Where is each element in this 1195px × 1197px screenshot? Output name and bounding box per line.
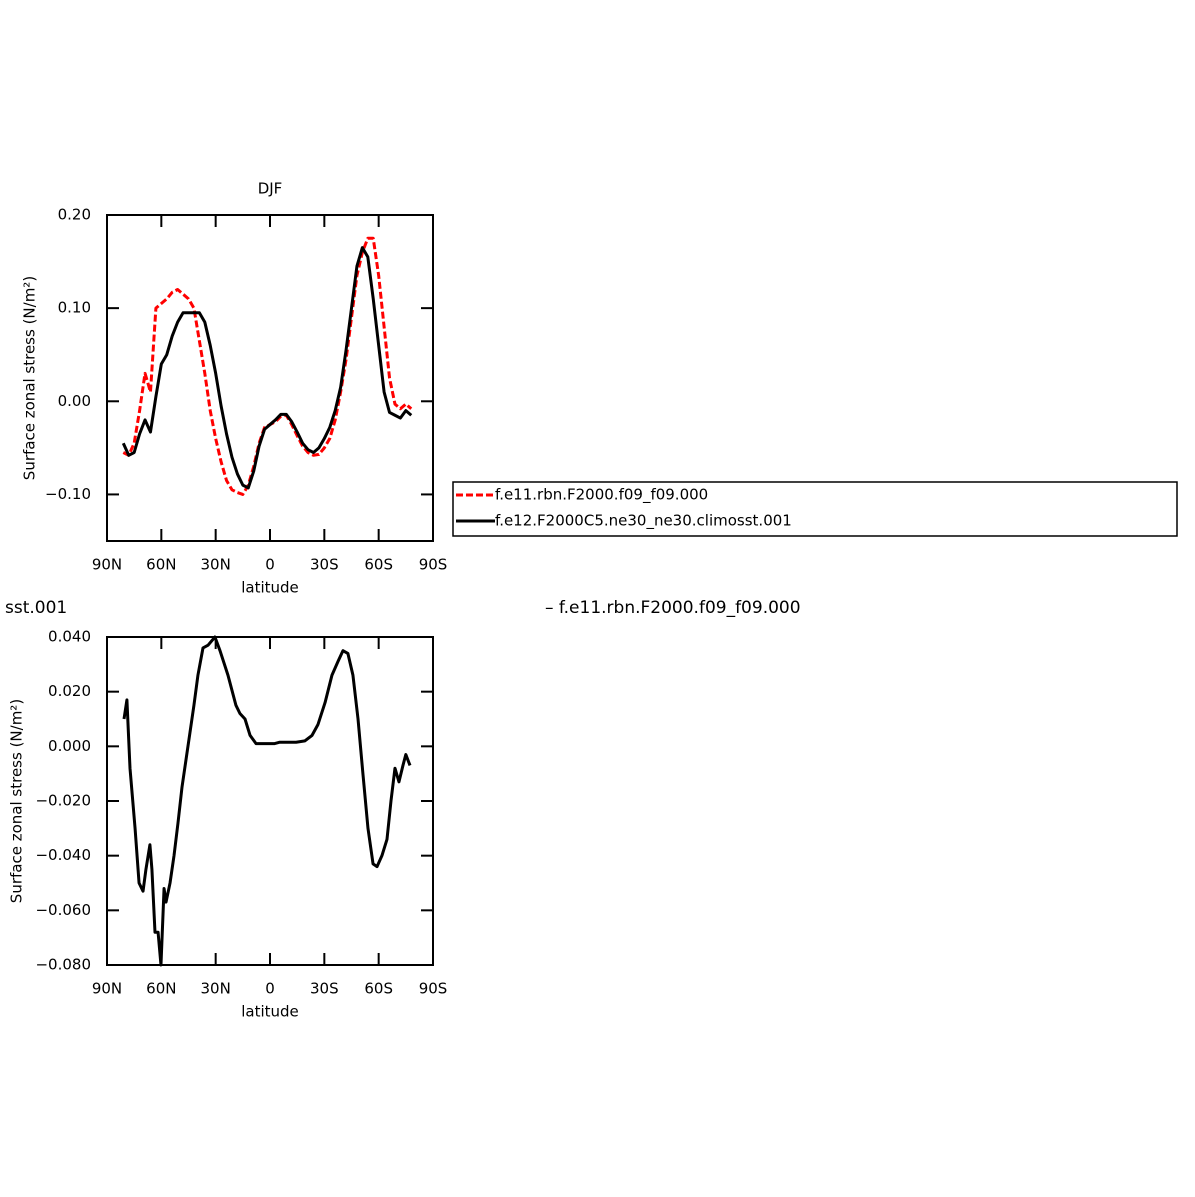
x-tick-label: 90S xyxy=(419,980,448,998)
y-tick-label: −0.10 xyxy=(45,485,91,503)
x-tick-label: 60N xyxy=(146,556,176,574)
x-axis-label: latitude xyxy=(241,579,299,597)
x-tick-label: 90N xyxy=(92,980,122,998)
data-line xyxy=(122,635,412,967)
y-tick-label: −0.040 xyxy=(35,846,91,864)
y-tick-label: −0.060 xyxy=(35,901,91,919)
x-tick-label: 60S xyxy=(364,980,393,998)
data-line xyxy=(121,246,413,490)
x-tick-label: 60S xyxy=(364,556,393,574)
chart-title: DJF xyxy=(258,180,283,198)
plot-frame xyxy=(106,636,434,966)
legend-box xyxy=(452,481,1178,537)
x-tick-label: 90S xyxy=(419,556,448,574)
y-axis-label: Surface zonal stress (N/m²) xyxy=(21,276,39,480)
x-tick-label: 60N xyxy=(146,980,176,998)
y-tick-label: 0.040 xyxy=(48,628,91,646)
x-axis-label: latitude xyxy=(241,1003,299,1021)
y-tick-label: −0.080 xyxy=(35,956,91,974)
x-tick-label: 0 xyxy=(265,556,275,574)
y-tick-label: 0.20 xyxy=(58,206,91,224)
chart-title: – f.e11.rbn.F2000.f09_f09.000 xyxy=(545,598,801,618)
x-tick-label: 30S xyxy=(310,556,339,574)
y-axis-label: Surface zonal stress (N/m²) xyxy=(8,699,26,903)
x-tick-label: 90N xyxy=(92,556,122,574)
y-tick-label: 0.000 xyxy=(48,737,91,755)
x-tick-label: 0 xyxy=(265,980,275,998)
plot-frame xyxy=(106,214,434,542)
x-tick-label: 30N xyxy=(201,556,231,574)
legend-label: f.e11.rbn.F2000.f09_f09.000 xyxy=(495,486,708,505)
y-tick-label: 0.10 xyxy=(58,299,91,317)
y-tick-label: 0.00 xyxy=(58,392,91,410)
legend-label: f.e12.F2000C5.ne30_ne30.climosst.001 xyxy=(495,512,792,531)
chart-title: sst.001 xyxy=(5,598,67,618)
y-tick-label: −0.020 xyxy=(35,792,91,810)
x-tick-label: 30N xyxy=(201,980,231,998)
x-tick-label: 30S xyxy=(310,980,339,998)
data-line xyxy=(122,236,413,496)
y-tick-label: 0.020 xyxy=(48,682,91,700)
